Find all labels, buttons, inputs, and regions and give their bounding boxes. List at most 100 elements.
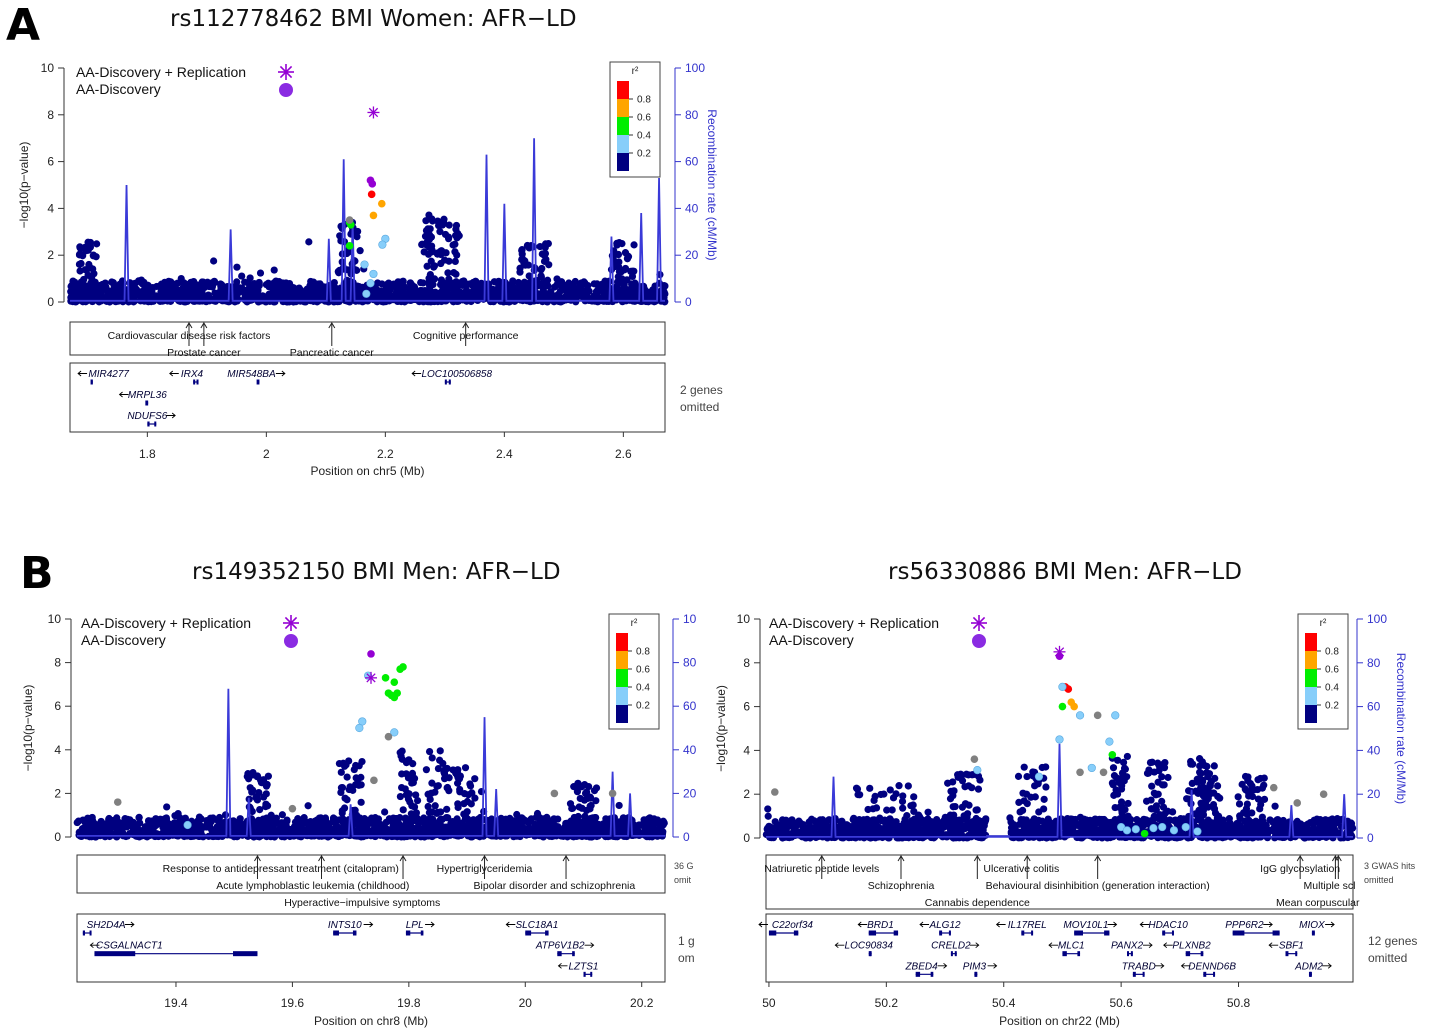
- background-snp: [85, 260, 93, 269]
- gene-strand-arrow: [169, 370, 179, 377]
- background-snp: [630, 241, 638, 249]
- background-snp: [255, 278, 263, 287]
- gwas-trait-label: Hypertriglyceridemia: [437, 863, 533, 875]
- background-snp: [355, 762, 363, 770]
- background-snp: [213, 827, 221, 836]
- background-snp: [441, 823, 449, 831]
- lead-snp-star: [367, 106, 380, 119]
- background-snp: [321, 830, 329, 838]
- ld-snp-point: [345, 242, 354, 250]
- gene-strand-arrow: [124, 921, 135, 928]
- lead-snp-star: [365, 671, 377, 684]
- gene-exon: [90, 379, 93, 385]
- gene-label: INTS10: [328, 920, 362, 931]
- y-tick-label: 2: [54, 786, 61, 800]
- background-snp: [547, 288, 555, 296]
- background-snp: [420, 248, 428, 256]
- background-snp: [144, 282, 153, 290]
- x-tick-label: 19.6: [281, 996, 305, 1010]
- plot-title-chr8: rs149352150 BMI Men: AFR−LD: [192, 559, 561, 585]
- legend-label-discovery-replication: AA-Discovery + Replication: [76, 64, 246, 80]
- background-snp: [82, 247, 90, 255]
- star-stroke: [368, 107, 379, 118]
- background-snp: [505, 828, 513, 836]
- background-snp: [278, 811, 286, 819]
- x-tick-label: 20.2: [630, 996, 654, 1010]
- background-snp: [556, 293, 564, 301]
- background-snp: [401, 284, 409, 292]
- r2-color-swatch: [616, 687, 628, 705]
- background-snp: [621, 284, 629, 293]
- background-snp: [451, 257, 459, 266]
- background-snp: [308, 295, 316, 304]
- background-snp: [426, 795, 434, 803]
- y2-axis-label: Recombination rate (cM/Mb): [705, 109, 719, 260]
- background-snp: [445, 257, 453, 265]
- r2-color-swatch: [616, 705, 628, 723]
- background-snp: [445, 275, 453, 283]
- gene-track-box: [69, 362, 666, 433]
- gene-strand-arrow: [584, 942, 595, 949]
- background-snp: [764, 805, 772, 813]
- background-snp: [513, 810, 521, 819]
- background-snp: [1098, 817, 1106, 825]
- background-snp: [618, 275, 626, 283]
- background-snp: [87, 821, 95, 830]
- background-snp: [295, 284, 303, 292]
- gene-strand-arrow: [77, 370, 88, 377]
- background-snp: [497, 814, 505, 823]
- background-snp: [357, 781, 365, 789]
- background-snp: [170, 280, 178, 288]
- background-snp: [434, 782, 442, 790]
- gwas-hit-arrow: [200, 322, 208, 329]
- background-snp: [180, 281, 188, 289]
- background-snp: [262, 802, 270, 811]
- background-snp: [392, 814, 400, 823]
- ld-snp-point: [550, 789, 559, 798]
- gene-strand-arrow: [425, 921, 435, 928]
- background-snp: [497, 820, 506, 828]
- background-snp: [233, 826, 241, 834]
- background-snp: [163, 803, 171, 811]
- background-snp: [339, 759, 347, 767]
- background-snp: [159, 823, 167, 831]
- background-snp: [445, 221, 453, 229]
- background-snp: [270, 266, 278, 274]
- background-snp: [520, 259, 528, 267]
- background-snp: [74, 817, 83, 825]
- background-snp: [465, 817, 474, 826]
- background-snp: [578, 804, 586, 812]
- background-snp: [353, 233, 361, 241]
- background-snp: [543, 276, 552, 284]
- background-snp: [620, 294, 628, 302]
- ld-snp-point: [355, 723, 364, 733]
- ld-snp-point: [362, 289, 371, 298]
- background-snp: [136, 819, 144, 827]
- background-snp: [461, 764, 470, 772]
- background-snp: [262, 280, 270, 289]
- background-snp: [249, 294, 257, 302]
- background-snp: [259, 292, 267, 300]
- background-snp: [539, 816, 547, 824]
- gene-exon: [196, 379, 199, 385]
- gwas-trait-label: Hyperactive−impulsive symptoms: [284, 897, 440, 909]
- gene-track-box: [76, 913, 666, 983]
- y-tick-label: 6: [54, 699, 61, 713]
- x-tick-label: 19.4: [164, 996, 188, 1010]
- y-tick-label: 8: [47, 108, 54, 122]
- background-snp: [615, 267, 623, 276]
- background-snp: [587, 801, 595, 810]
- r2-color-swatch: [617, 117, 629, 135]
- r2-color-swatch: [617, 99, 629, 117]
- background-snp: [438, 221, 446, 229]
- background-snp: [422, 766, 430, 774]
- background-snp: [338, 807, 346, 815]
- background-snp: [408, 770, 416, 779]
- gene-exon: [94, 951, 136, 957]
- x-axis-label: Position on chr5 (Mb): [310, 464, 424, 478]
- gene-label: ATP6V1B2: [535, 941, 585, 952]
- gene-label: MIR548BA: [227, 369, 276, 380]
- background-snp: [279, 826, 287, 834]
- background-snp: [553, 826, 561, 834]
- locuszoom-plot-chr22: 0246810−log10(p−value)020406080100Recomb…: [714, 612, 1417, 1028]
